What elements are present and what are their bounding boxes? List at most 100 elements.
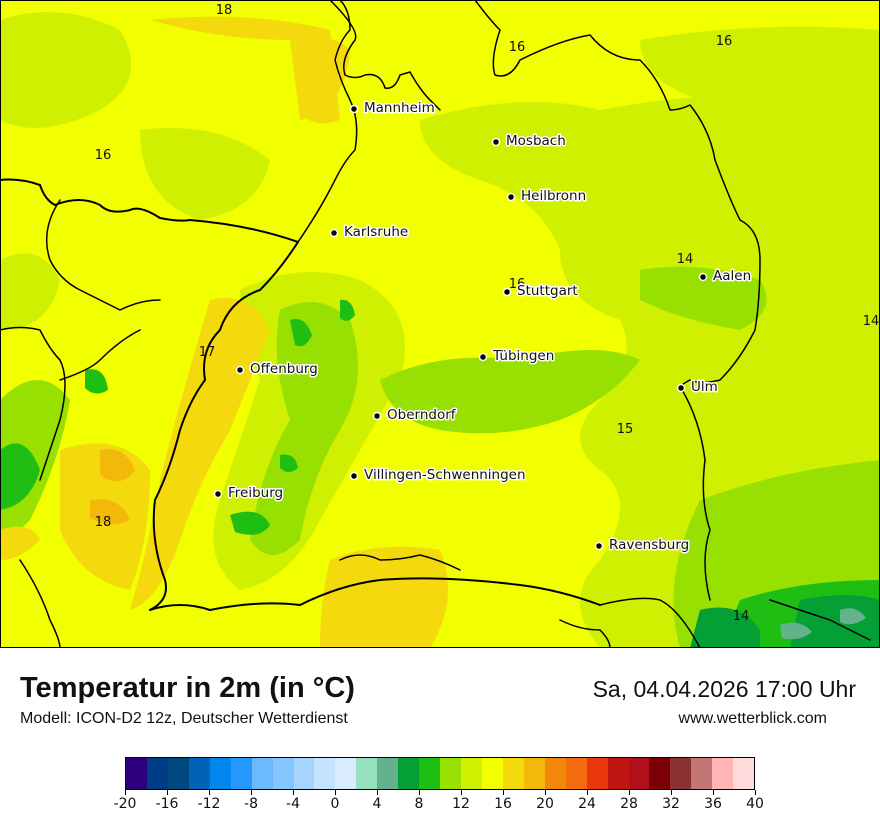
city-marker[interactable]: Villingen-Schwenningen [349, 466, 527, 485]
colorbar-tick-label: -16 [155, 796, 179, 812]
city-marker[interactable]: Mosbach [491, 132, 567, 151]
colorbar-segment [712, 758, 734, 789]
city-label: Stuttgart [517, 283, 578, 299]
city-label: Karlsruhe [344, 224, 408, 240]
colorbar-tick [166, 790, 168, 795]
colorbar-tick [502, 790, 504, 795]
temperature-value-label: 14 [863, 314, 880, 329]
colorbar-tick [754, 790, 756, 795]
colorbar-tick [670, 790, 672, 795]
colorbar-tick-label: -12 [197, 796, 221, 812]
temperature-value-label: 15 [617, 422, 634, 437]
city-label: Freiburg [228, 485, 283, 501]
temperature-value-label: 14 [677, 252, 694, 267]
city-label: Tübingen [492, 348, 554, 364]
colorbar-tick [712, 790, 714, 795]
temperature-value-label: 18 [95, 515, 112, 530]
colorbar-segment [502, 758, 524, 789]
city-marker[interactable]: Oberndorf [372, 406, 458, 425]
colorbar-segment [251, 758, 273, 789]
city-dot-icon [594, 541, 604, 551]
colorbar-tick [460, 790, 462, 795]
colorbar-ticks: -20 -16 -12 -8 -4 0 4 8 12 16 20 24 28 32 36 40 [114, 790, 764, 820]
colorbar-segment [691, 758, 713, 789]
colorbar-tick [334, 790, 336, 795]
temperature-value-label: 17 [199, 345, 216, 360]
colorbar-segment [565, 758, 587, 789]
colorbar-segment [146, 758, 168, 789]
colorbar-segment [628, 758, 650, 789]
colorbar-segment [419, 758, 441, 789]
temperature-colorbar [125, 757, 755, 790]
colorbar-tick [292, 790, 294, 795]
colorbar-tick-label: 32 [662, 796, 680, 812]
city-marker[interactable]: Tübingen [478, 347, 556, 366]
temperature-value-label: 14 [733, 609, 750, 624]
city-dot-icon [213, 489, 223, 499]
colorbar-segment [586, 758, 608, 789]
city-marker[interactable]: Stuttgart [502, 282, 579, 301]
colorbar-tick-label: -8 [244, 796, 258, 812]
colorbar-segment [544, 758, 566, 789]
colorbar-tick [544, 790, 546, 795]
temperature-value-label: 16 [509, 40, 526, 55]
chart-title: Temperatur in 2m (in °C) [20, 672, 355, 704]
colorbar-segment [398, 758, 420, 789]
colorbar-segment [481, 758, 503, 789]
city-marker[interactable]: Heilbronn [506, 187, 588, 206]
colorbar-segment [314, 758, 336, 789]
colorbar-tick-label: 4 [372, 796, 382, 812]
city-label: Aalen [713, 268, 751, 284]
city-label: Villingen-Schwenningen [364, 467, 526, 483]
city-label: Offenburg [250, 361, 318, 377]
city-marker[interactable]: Freiburg [213, 484, 285, 503]
temperature-map[interactable]: 18 16 16 16 14 16 14 17 15 18 14 Mannheim Mosbach He… [0, 0, 880, 648]
colorbar-segment [607, 758, 629, 789]
temperature-value-label: 16 [95, 148, 112, 163]
colorbar-tick [376, 790, 378, 795]
city-label: Ravensburg [609, 537, 689, 553]
colorbar-tick-label: 28 [620, 796, 638, 812]
colorbar-tick [124, 790, 126, 795]
colorbar-tick [208, 790, 210, 795]
city-marker[interactable]: Offenburg [235, 360, 319, 379]
colorbar-tick-label: 36 [704, 796, 722, 812]
city-dot-icon [349, 471, 359, 481]
city-dot-icon [235, 365, 245, 375]
colorbar-tick-label: 24 [578, 796, 596, 812]
colorbar-tick-label: 0 [330, 796, 340, 812]
temperature-value-label: 18 [216, 3, 233, 18]
colorbar-segment [733, 758, 755, 789]
colorbar-segment [670, 758, 692, 789]
colorbar-tick [586, 790, 588, 795]
colorbar-segment [377, 758, 399, 789]
city-marker[interactable]: Ulm [676, 378, 719, 397]
city-dot-icon [676, 383, 686, 393]
city-dot-icon [506, 192, 516, 202]
colorbar-segment [356, 758, 378, 789]
city-marker[interactable]: Ravensburg [594, 536, 691, 555]
city-label: Oberndorf [387, 407, 457, 423]
city-label: Mosbach [506, 133, 566, 149]
city-marker[interactable]: Karlsruhe [329, 223, 410, 242]
city-dot-icon [478, 352, 488, 362]
colorbar-tick [250, 790, 252, 795]
city-marker[interactable]: Mannheim [349, 99, 436, 118]
colorbar-tick-label: -20 [113, 796, 137, 812]
forecast-datetime: Sa, 04.04.2026 17:00 Uhr [592, 676, 856, 702]
colorbar-tick [418, 790, 420, 795]
colorbar-tick-label: 8 [414, 796, 424, 812]
city-dot-icon [329, 228, 339, 238]
website-link[interactable]: www.wetterblick.com [678, 710, 827, 727]
colorbar-segment [188, 758, 210, 789]
temperature-value-label: 16 [509, 277, 526, 292]
city-label: Ulm [691, 379, 718, 395]
temperature-value-label: 16 [716, 34, 733, 49]
city-marker[interactable]: Aalen [698, 267, 753, 286]
city-label: Heilbronn [521, 188, 586, 204]
city-dot-icon [698, 272, 708, 282]
city-label: Mannheim [364, 100, 435, 116]
colorbar-segment [461, 758, 482, 789]
colorbar-segment [335, 758, 357, 789]
colorbar-segment [126, 758, 147, 789]
